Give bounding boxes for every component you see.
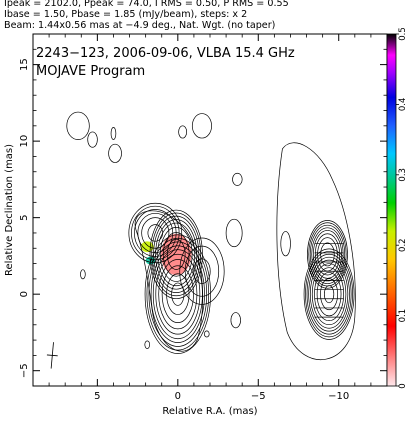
contour-line (151, 212, 202, 297)
contour-line (171, 282, 185, 306)
y-tick-label: 0 (19, 291, 30, 297)
contour-line (144, 234, 211, 354)
noise-contour (230, 312, 241, 329)
header-line-3: Beam: 1.44x0.56 mas at −4.9 deg., Nat. W… (4, 20, 276, 31)
contour-line (161, 265, 194, 323)
colorbar-ticks: 0 0.1 0.2 0.3 0.4 0.5 (396, 27, 408, 389)
contour-line (166, 273, 190, 315)
contour-line (166, 238, 186, 270)
y-tick-label: 10 (19, 135, 30, 148)
y-tick-label: −5 (19, 363, 30, 378)
pol-contour-line (320, 242, 335, 267)
contour-line (134, 209, 177, 257)
colorbar-tick-label: 0.1 (398, 309, 408, 323)
contour-line (159, 226, 193, 282)
contour-line (149, 209, 203, 300)
pol-contour-line (309, 259, 349, 329)
noise-contour (204, 330, 210, 338)
header-line-2: Ibase = 1.50, Pbase = 1.85 (mJy/beam), s… (4, 9, 248, 20)
x-tick-label: 5 (94, 391, 100, 402)
map-data-layer (46, 111, 356, 369)
y-axis-label: Relative Declination (mas) (4, 144, 15, 276)
pol-contour-line (308, 222, 347, 287)
colorbar (386, 33, 397, 387)
noise-contour (178, 125, 188, 139)
x-tick-label: −5 (251, 391, 266, 402)
pol-contour-line (307, 220, 348, 289)
contour-line (128, 202, 183, 264)
header-line-1: Ipeak = 2102.0, Ppeak = 74.0, I RMS = 0.… (4, 0, 289, 9)
pol-contour-line (314, 267, 345, 321)
noise-contour (225, 218, 243, 248)
jet-outer-contour (134, 210, 204, 352)
beam-minor-axis (46, 354, 58, 357)
contour-line (179, 237, 225, 305)
pol-contour-line (320, 278, 339, 311)
contour-line (131, 205, 180, 261)
contour-line (155, 253, 201, 335)
y-tick-label: 15 (19, 58, 30, 71)
colorbar-tick-label: 0 (398, 383, 408, 388)
chart-subtitle: MOJAVE Program (36, 64, 145, 79)
noise-contour (110, 127, 117, 140)
colorbar-tick-label: 0.2 (398, 238, 408, 252)
pol-contour-line (311, 227, 344, 282)
pol-contour-line (303, 248, 355, 340)
colorbar-tick-label: 0.4 (398, 98, 408, 112)
pol-contour-line (314, 233, 341, 276)
contour-line (184, 245, 220, 297)
noise-contour (280, 231, 291, 257)
noise-contour (66, 111, 90, 140)
noise-contour (87, 131, 98, 148)
pol-contour-line (316, 272, 342, 317)
pol-contour-line (305, 251, 354, 338)
contour-line (137, 212, 174, 253)
noise-contour (232, 172, 243, 186)
noise-contour (191, 113, 212, 139)
contour-line (158, 259, 198, 330)
pol-contour-line (308, 256, 350, 332)
contour-line (150, 245, 205, 343)
colorbar-tick-label: 0.5 (398, 27, 408, 41)
contour-line (153, 215, 200, 293)
noise-contour (144, 340, 151, 349)
axis-ticks: 5 0 −5 −10 −5 0 5 10 15 (19, 33, 388, 402)
noise-contour (108, 143, 122, 163)
contour-line (141, 217, 170, 249)
contour-line (147, 224, 164, 242)
pol-contour-line (312, 230, 342, 279)
noise-contour (80, 269, 86, 280)
y-tick-label: 5 (19, 214, 30, 220)
pol-outer-contour (276, 142, 356, 360)
pol-contour-line (306, 253, 352, 335)
colorbar-tick-label: 0.3 (398, 168, 408, 182)
x-tick-label: 0 (175, 391, 181, 402)
chart-title: 2243−123, 2006-09-06, VLBA 15.4 GHz (36, 46, 295, 61)
contour-line (157, 222, 196, 287)
pol-contour-line (311, 263, 347, 326)
pol-contour-line (309, 224, 346, 284)
x-tick-label: −10 (328, 391, 349, 402)
x-axis-label: Relative R.A. (mas) (162, 406, 257, 417)
